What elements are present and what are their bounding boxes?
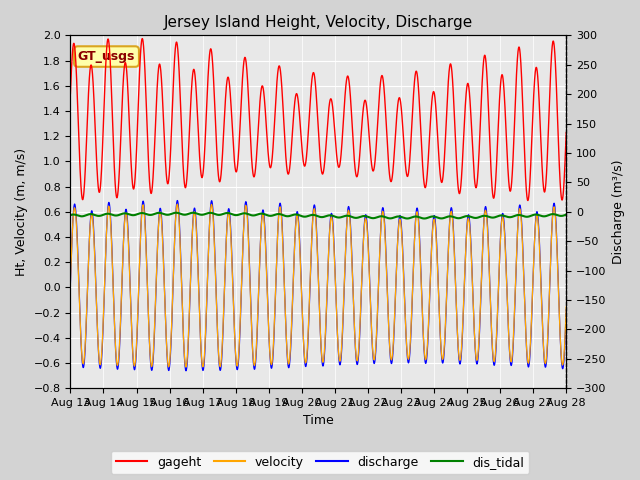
Y-axis label: Ht, Velocity (m, m/s): Ht, Velocity (m, m/s) [15, 148, 28, 276]
Y-axis label: Discharge (m³/s): Discharge (m³/s) [612, 159, 625, 264]
Title: Jersey Island Height, Velocity, Discharge: Jersey Island Height, Velocity, Discharg… [164, 15, 473, 30]
Text: GT_usgs: GT_usgs [78, 50, 135, 63]
Legend: gageht, velocity, discharge, dis_tidal: gageht, velocity, discharge, dis_tidal [111, 451, 529, 474]
X-axis label: Time: Time [303, 414, 333, 427]
